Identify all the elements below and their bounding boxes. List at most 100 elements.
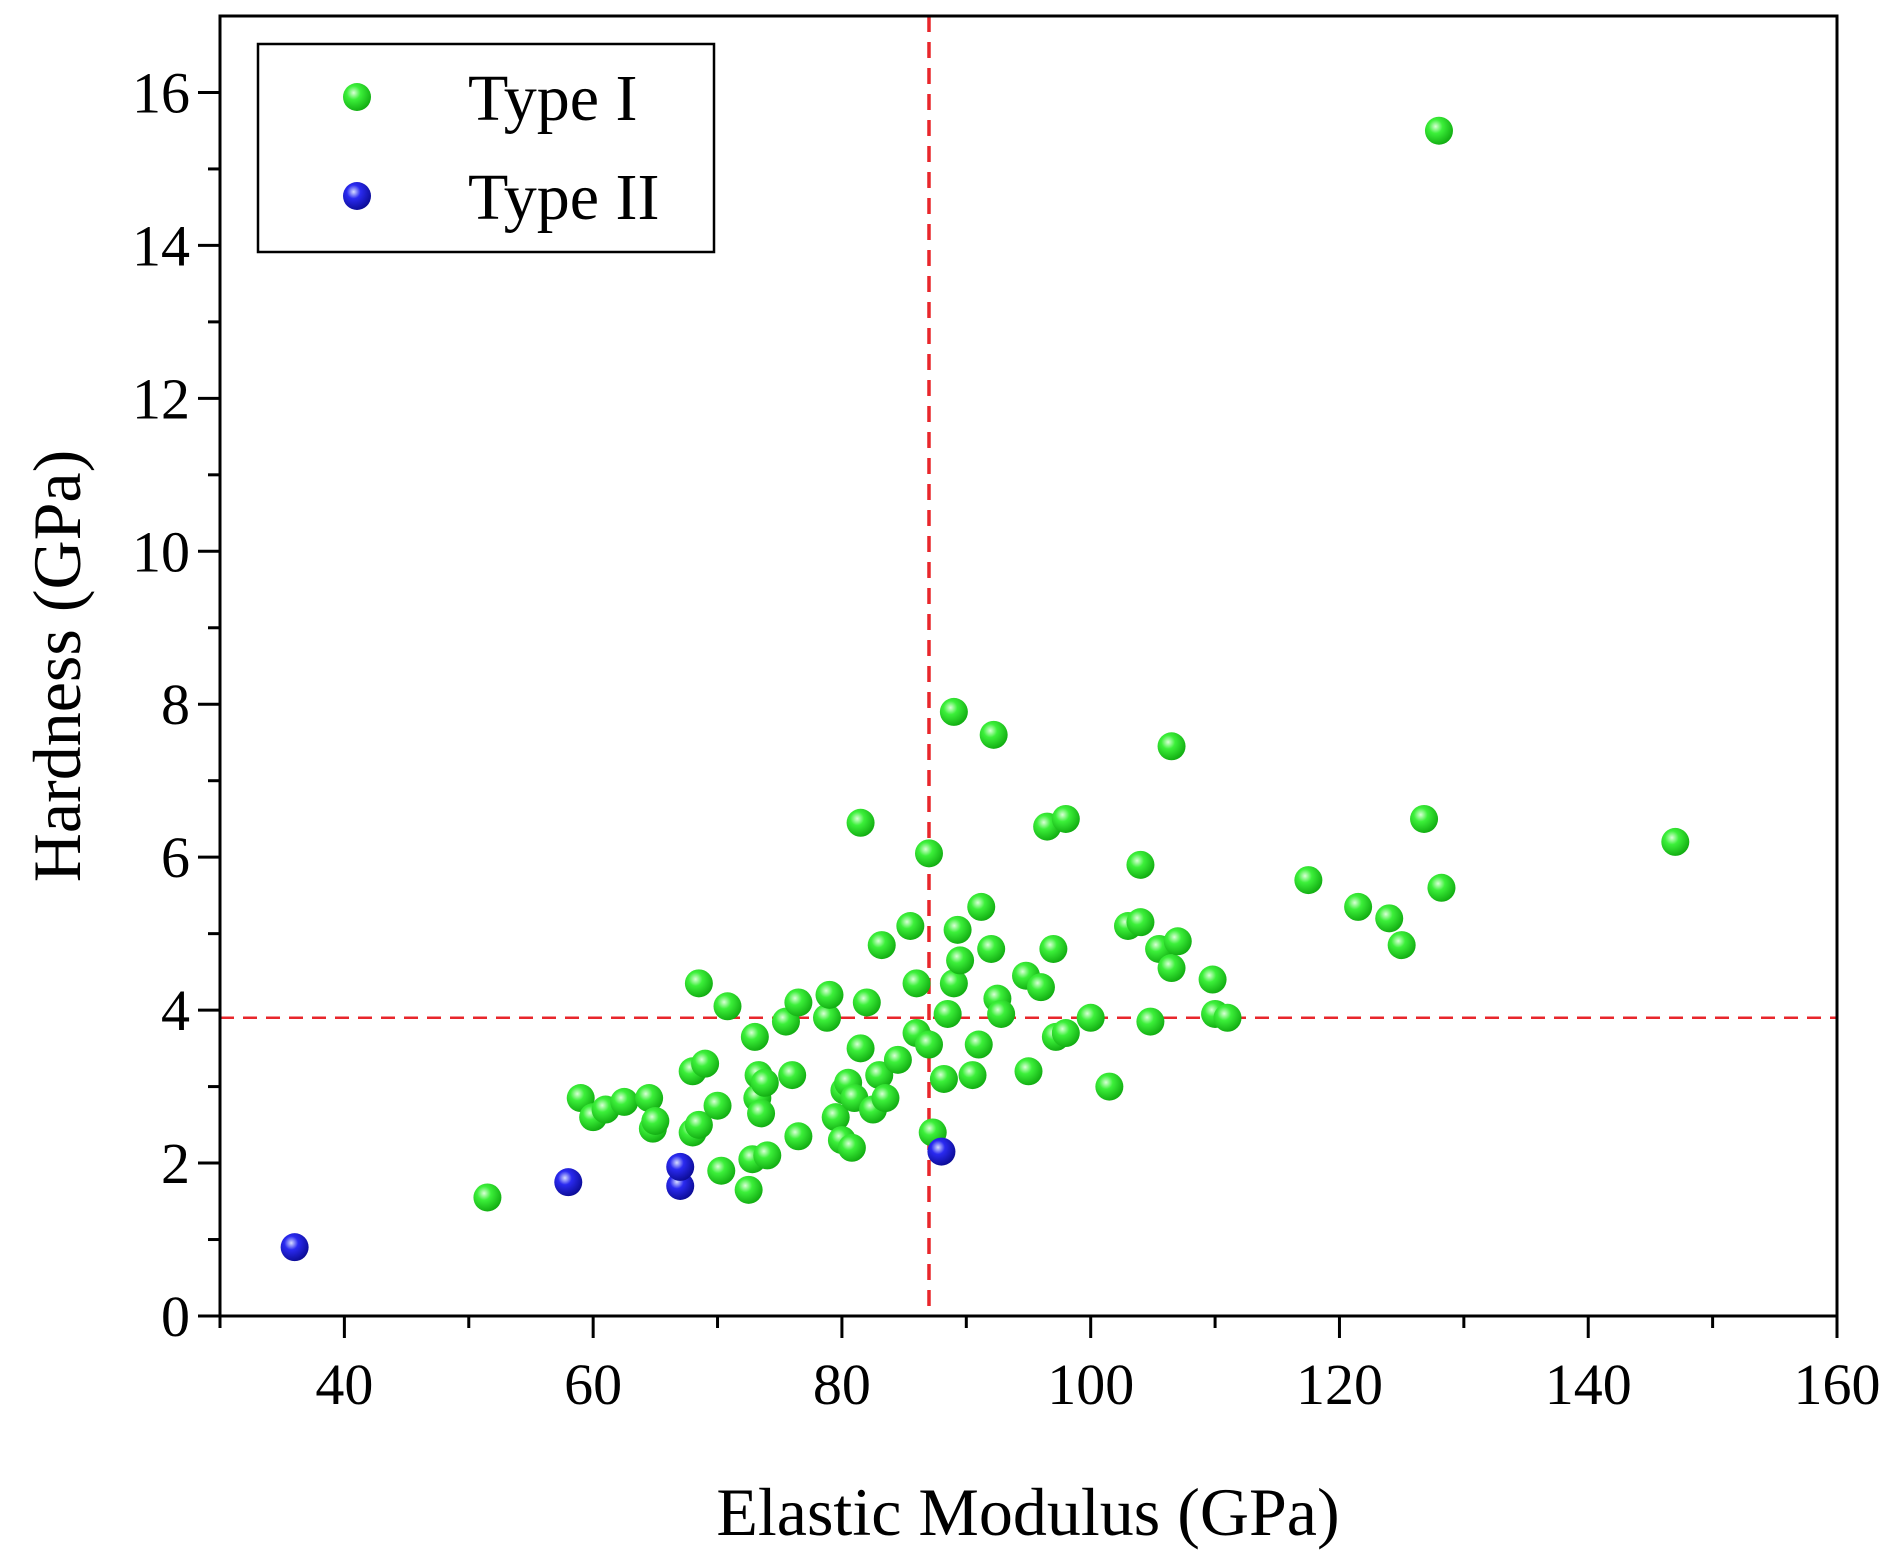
data-point-series-0-89 bbox=[1427, 873, 1456, 902]
y-tick-label-16: 16 bbox=[132, 60, 190, 125]
data-point-series-0-51 bbox=[933, 999, 962, 1028]
data-point-series-0-16 bbox=[734, 1175, 763, 1204]
data-point-series-0-80 bbox=[1163, 927, 1192, 956]
data-point-series-0-70 bbox=[1051, 804, 1080, 833]
data-point-series-0-56 bbox=[958, 1061, 987, 1090]
x-tick-label-80: 80 bbox=[813, 1352, 871, 1417]
reference-lines bbox=[220, 16, 1837, 1316]
data-point-series-0-30 bbox=[821, 1103, 850, 1132]
data-point-series-0-88 bbox=[1410, 804, 1439, 833]
data-point-series-0-25 bbox=[778, 1061, 807, 1090]
data-point-series-1-3 bbox=[666, 1152, 695, 1181]
data-point-series-0-62 bbox=[987, 999, 1016, 1028]
data-point-series-0-44 bbox=[896, 912, 925, 940]
legend-box bbox=[256, 42, 716, 254]
data-point-series-0-71 bbox=[1076, 1003, 1105, 1032]
data-point-series-0-50 bbox=[929, 1064, 958, 1093]
data-point-series-0-86 bbox=[1375, 904, 1404, 933]
y-tick-label-12: 12 bbox=[132, 366, 190, 431]
data-point-series-0-41 bbox=[867, 931, 896, 960]
legend-marker-type-i bbox=[343, 83, 371, 111]
data-point-series-0-84 bbox=[1294, 866, 1323, 895]
data-point-series-0-7 bbox=[641, 1107, 670, 1135]
data-point-series-0-13 bbox=[703, 1091, 732, 1120]
y-tick-label-4: 4 bbox=[161, 978, 190, 1043]
data-point-series-0-74 bbox=[1126, 850, 1155, 879]
legend-label-type-ii: Type II bbox=[468, 161, 659, 234]
y-tick-label-14: 14 bbox=[132, 213, 190, 278]
data-point-series-0-78 bbox=[1157, 954, 1186, 983]
data-point-series-0-48 bbox=[914, 839, 943, 868]
data-point-series-0-64 bbox=[1014, 1057, 1043, 1086]
data-point-series-0-40 bbox=[865, 1061, 894, 1090]
data-point-series-0-54 bbox=[943, 915, 972, 944]
data-point-series-0-43 bbox=[883, 1045, 912, 1074]
data-point-series-0-91 bbox=[1661, 827, 1690, 856]
data-point-series-0-60 bbox=[979, 720, 1008, 749]
legend-marker-type-ii bbox=[343, 182, 371, 210]
tick-marks: 40 60 80 100 120 140 160 0 2 4 6 8 10 12 14 16 bbox=[132, 60, 1881, 1417]
data-point-series-0-21 bbox=[747, 1099, 776, 1128]
x-tick-label-100: 100 bbox=[1047, 1352, 1134, 1417]
x-tick-label-40: 40 bbox=[315, 1352, 373, 1417]
data-point-series-0-38 bbox=[852, 988, 881, 1017]
data-point-series-0-37 bbox=[846, 808, 875, 837]
x-tick-label-140: 140 bbox=[1545, 1352, 1632, 1417]
legend: Type I Type II bbox=[256, 42, 716, 254]
data-point-series-0-83 bbox=[1213, 1003, 1242, 1032]
data-point-series-0-42 bbox=[871, 1084, 900, 1113]
data-point-series-0-23 bbox=[753, 1141, 782, 1170]
data-point-series-0-12 bbox=[684, 969, 713, 998]
data-point-series-0-79 bbox=[1157, 732, 1186, 761]
data-point-series-0-14 bbox=[707, 1156, 736, 1185]
y-tick-label-8: 8 bbox=[161, 672, 190, 737]
data-point-series-1-4 bbox=[927, 1137, 956, 1166]
data-point-series-0-36 bbox=[846, 1034, 875, 1063]
data-point-series-0-90 bbox=[1424, 116, 1453, 145]
data-point-series-0-75 bbox=[1126, 908, 1155, 937]
data-point-series-0-22 bbox=[750, 1068, 779, 1097]
data-points bbox=[280, 116, 1690, 1262]
data-point-series-0-4 bbox=[610, 1087, 639, 1116]
data-point-series-1-1 bbox=[554, 1168, 583, 1197]
data-point-series-0-46 bbox=[902, 969, 931, 998]
data-point-series-0-65 bbox=[1026, 973, 1055, 1002]
data-point-series-0-87 bbox=[1387, 931, 1416, 960]
data-point-series-0-27 bbox=[784, 988, 813, 1017]
x-tick-label-120: 120 bbox=[1296, 1352, 1383, 1417]
data-point-series-0-9 bbox=[684, 1110, 713, 1139]
data-point-series-0-57 bbox=[964, 1030, 993, 1059]
data-point-series-0-47 bbox=[914, 1030, 943, 1059]
data-point-series-0-28 bbox=[812, 1003, 841, 1032]
data-point-series-1-0 bbox=[280, 1233, 309, 1262]
y-tick-label-2: 2 bbox=[161, 1131, 190, 1196]
data-point-series-0-67 bbox=[1039, 934, 1068, 963]
y-tick-label-10: 10 bbox=[132, 519, 190, 584]
plot-frame bbox=[218, 14, 1839, 1318]
y-tick-label-0: 0 bbox=[161, 1284, 190, 1349]
data-point-series-0-76 bbox=[1136, 1007, 1165, 1036]
data-point-series-0-29 bbox=[815, 980, 844, 1009]
data-point-series-0-85 bbox=[1344, 892, 1373, 921]
data-point-series-0-11 bbox=[691, 1049, 720, 1078]
y-axis-label: Hardness (GPa) bbox=[19, 450, 95, 882]
data-point-series-0-18 bbox=[740, 1022, 769, 1051]
data-point-series-0-26 bbox=[784, 1122, 813, 1151]
data-point-series-0-52 bbox=[939, 969, 968, 998]
data-point-series-0-5 bbox=[635, 1084, 664, 1113]
x-tick-label-60: 60 bbox=[564, 1352, 622, 1417]
data-point-series-0-72 bbox=[1095, 1072, 1124, 1101]
x-axis-label: Elastic Modulus (GPa) bbox=[716, 1474, 1339, 1550]
data-point-series-0-53 bbox=[939, 697, 968, 726]
data-point-series-0-0 bbox=[473, 1183, 502, 1212]
data-point-series-0-55 bbox=[946, 946, 975, 975]
data-point-series-0-58 bbox=[967, 892, 996, 921]
data-point-series-0-34 bbox=[837, 1133, 866, 1162]
legend-label-type-i: Type I bbox=[468, 62, 637, 135]
x-tick-label-160: 160 bbox=[1794, 1352, 1881, 1417]
data-point-series-0-15 bbox=[713, 992, 742, 1021]
data-point-series-0-59 bbox=[977, 934, 1006, 963]
y-tick-label-6: 6 bbox=[161, 825, 190, 890]
data-point-series-0-69 bbox=[1051, 1019, 1080, 1048]
